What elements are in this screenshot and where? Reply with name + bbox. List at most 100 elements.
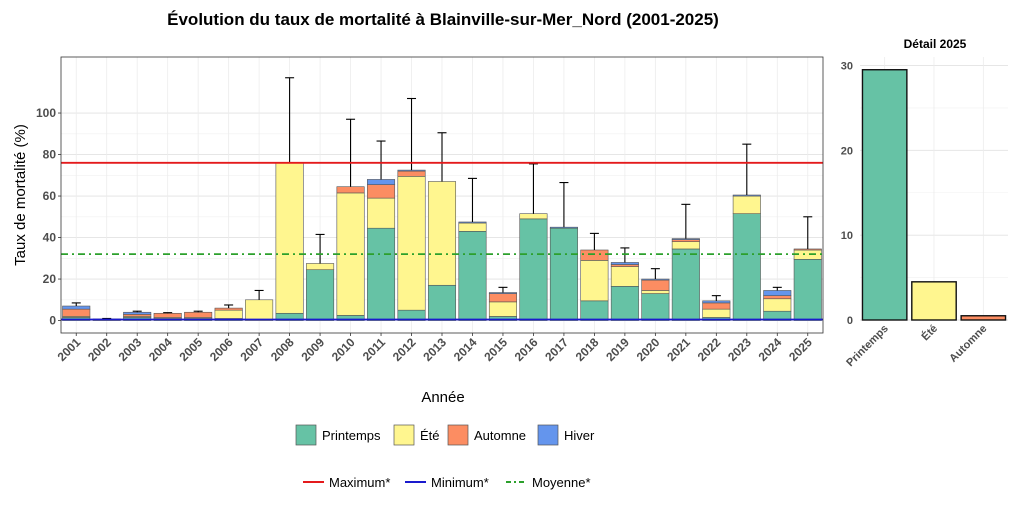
legend-swatch: [393, 424, 415, 446]
bar-segment: [123, 311, 152, 315]
bar-segment: [702, 300, 731, 304]
main-plot-panel: 0 20 40 60 80 100 2001 2002 2003 2004 2005 2006 2007…: [36, 56, 824, 364]
bar-segment: [732, 194, 761, 197]
legend-item: Printemps: [295, 424, 381, 446]
error-bar: [589, 232, 599, 250]
legend-item: Automne: [447, 424, 526, 446]
bar-segment: [793, 259, 822, 321]
error-bar: [559, 181, 569, 228]
bar-segment: [763, 295, 792, 300]
detail-chart-title: Détail 2025: [904, 37, 967, 51]
legend-item: Été: [393, 424, 440, 446]
bar-segment: [397, 176, 426, 311]
error-bar: [803, 216, 813, 249]
error-bar: [407, 97, 417, 171]
bar-segment: [702, 308, 731, 318]
legend-label: Minimum*: [431, 475, 489, 490]
legend-swatch: [447, 424, 469, 446]
detail-bar: [911, 281, 957, 321]
x-tick-label: 2020: [634, 335, 663, 364]
bar-segment: [336, 186, 365, 194]
legend-swatch: [537, 424, 559, 446]
error-bar: [467, 177, 477, 222]
bar-segment: [519, 218, 548, 321]
bar-segment: [671, 248, 700, 321]
error-bar: [650, 268, 660, 280]
error-bar: [132, 310, 142, 313]
bar-segment: [214, 307, 243, 311]
error-bar: [163, 312, 173, 314]
bar-segment: [549, 226, 578, 229]
bar-segment: [427, 181, 457, 286]
detail-x-tick-label: Automne: [947, 323, 989, 365]
bar-segment: [62, 305, 91, 310]
detail-plot-panel: Printemps Été Automne 0 10 20 30: [841, 57, 1008, 369]
x-tick-label: 2009: [298, 335, 327, 364]
legend-swatch: [295, 424, 317, 446]
bar-segment: [488, 301, 517, 317]
bar-segment: [488, 292, 517, 294]
bar-segment: [732, 213, 761, 321]
error-bar: [285, 77, 295, 163]
bar-segment: [336, 192, 365, 316]
x-tick-label: 2002: [85, 335, 114, 364]
x-tick-label: 2023: [725, 335, 754, 364]
detail-bar: [861, 69, 908, 321]
bar-segment: [184, 311, 213, 318]
legend-label: Été: [420, 428, 440, 443]
bar-segment: [671, 241, 700, 250]
bar-segment: [610, 286, 639, 321]
y-tick-label: 40: [43, 231, 57, 245]
y-tick-label: 60: [43, 189, 57, 203]
bar-segment: [62, 308, 91, 317]
bar-segment: [367, 184, 396, 199]
bar-segment: [763, 298, 792, 312]
y-axis-title: Taux de mortalité (%): [12, 124, 29, 266]
y-tick-label: 100: [36, 106, 56, 120]
bar-segment: [610, 264, 639, 267]
x-tick-label: 2019: [603, 335, 632, 364]
bar-segment: [519, 213, 548, 220]
x-tick-label: 2016: [512, 335, 541, 364]
bar-segment: [702, 302, 731, 310]
legend: Printemps Été Automne Hiver Maximum* Minimum*…: [295, 424, 595, 490]
x-tick-label: 2011: [360, 335, 389, 364]
bar-segment: [367, 197, 396, 229]
bar-segment: [549, 227, 578, 321]
bar-segment: [458, 222, 487, 232]
x-tick-label: 2018: [573, 335, 602, 364]
error-bar: [315, 233, 325, 264]
error-bar: [711, 295, 721, 301]
bar-segment: [123, 314, 152, 317]
bar-segment: [763, 290, 792, 296]
bar-segment: [153, 312, 182, 318]
detail-bar: [960, 315, 1007, 321]
bar-segment: [793, 248, 822, 251]
x-tick-label: 2021: [664, 335, 693, 364]
bar-segment: [427, 284, 457, 321]
bar-segment: [610, 262, 639, 265]
error-bar: [620, 247, 630, 263]
error-bar: [376, 140, 386, 180]
y-tick-label: 80: [43, 148, 57, 162]
detail-y-tick-label: 10: [841, 230, 853, 242]
error-bar: [498, 286, 508, 293]
error-bar: [742, 143, 752, 195]
x-tick-label: 2008: [268, 335, 297, 364]
error-bar: [346, 118, 356, 187]
legend-line-item: Minimum*: [405, 475, 489, 490]
error-bar: [437, 132, 447, 182]
error-bar: [681, 203, 691, 239]
bar-segment: [641, 279, 670, 291]
x-tick-label: 2006: [207, 335, 236, 364]
x-tick-label: 2003: [116, 335, 145, 364]
bar-segment: [641, 293, 670, 321]
detail-x-tick-label: Été: [919, 322, 940, 343]
x-tick-label: 2005: [176, 335, 205, 364]
x-tick-label: 2007: [237, 335, 266, 364]
x-tick-label: 2013: [420, 335, 449, 364]
x-tick-label: 2012: [390, 335, 419, 364]
bar-segment: [580, 300, 609, 321]
bar-segment: [580, 260, 609, 302]
chart-title: Évolution du taux de mortalité à Blainvi…: [167, 10, 719, 29]
